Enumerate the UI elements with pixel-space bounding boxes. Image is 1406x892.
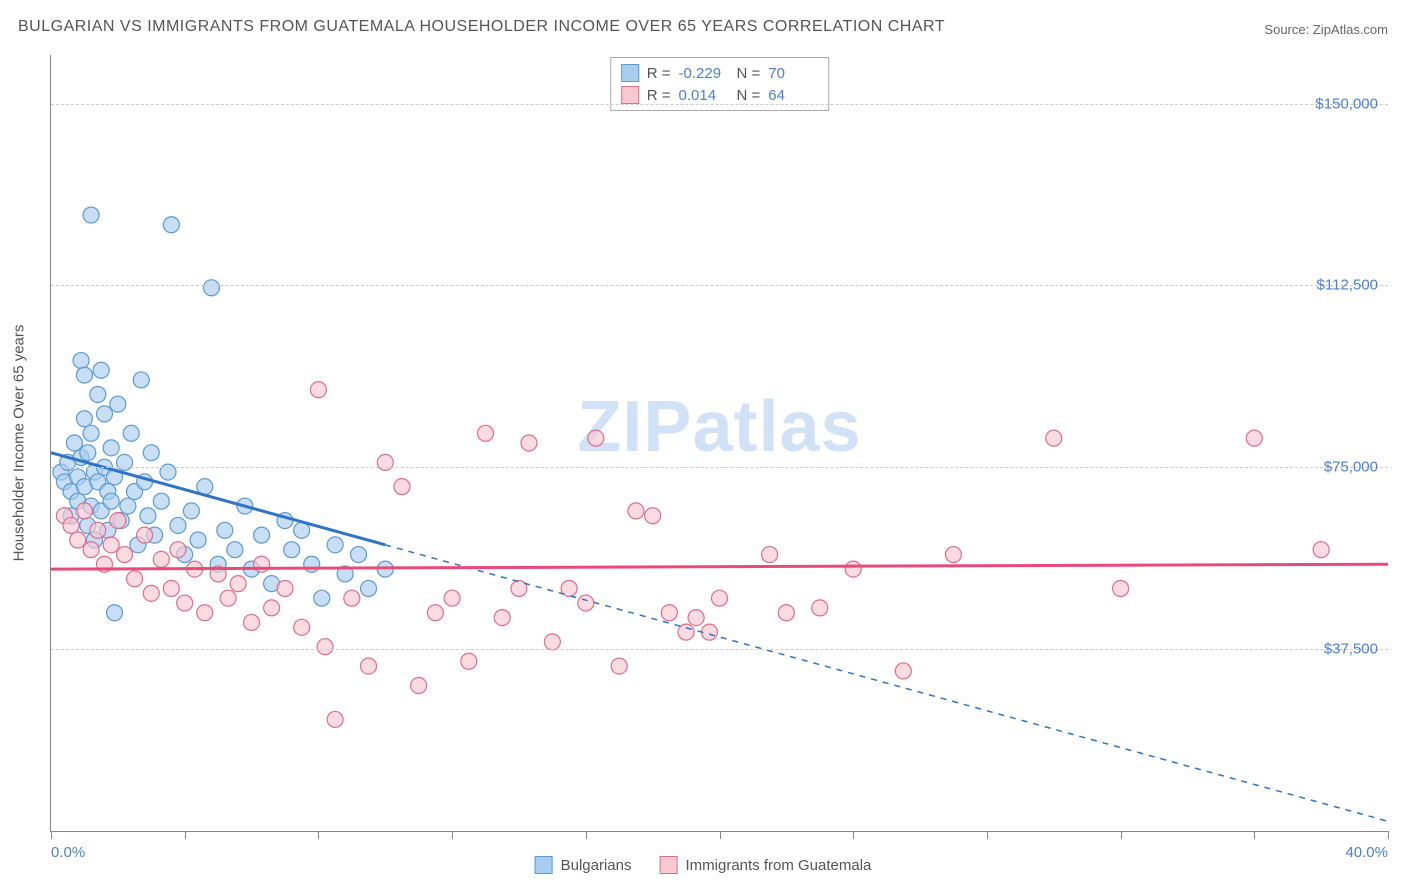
y-axis-label: Householder Income Over 65 years — [11, 325, 28, 562]
legend-label-bulgarians: Bulgarians — [561, 857, 632, 874]
x-tick — [452, 831, 453, 839]
x-tick — [1388, 831, 1389, 839]
legend-swatch-bulgarians — [535, 856, 553, 874]
y-tick-label: $37,500 — [1324, 641, 1378, 658]
x-tick — [51, 831, 52, 839]
bottom-legend: Bulgarians Immigrants from Guatemala — [535, 856, 872, 874]
x-axis-max-label: 40.0% — [1345, 844, 1388, 861]
x-tick — [185, 831, 186, 839]
legend-label-guatemala: Immigrants from Guatemala — [686, 857, 872, 874]
y-tick-label: $150,000 — [1315, 95, 1378, 112]
legend-item-bulgarians: Bulgarians — [535, 856, 632, 874]
x-axis-min-label: 0.0% — [51, 844, 85, 861]
y-tick-label: $75,000 — [1324, 459, 1378, 476]
x-tick — [318, 831, 319, 839]
source-label: Source: — [1264, 22, 1309, 37]
x-tick — [1254, 831, 1255, 839]
legend-swatch-guatemala — [660, 856, 678, 874]
x-tick — [720, 831, 721, 839]
legend-item-guatemala: Immigrants from Guatemala — [660, 856, 872, 874]
chart-plot-area: Householder Income Over 65 years ZIPatla… — [50, 55, 1388, 832]
x-tick — [987, 831, 988, 839]
chart-title: BULGARIAN VS IMMIGRANTS FROM GUATEMALA H… — [18, 18, 945, 36]
x-tick — [853, 831, 854, 839]
x-tick — [586, 831, 587, 839]
y-tick-label: $112,500 — [1317, 277, 1378, 294]
source-value: ZipAtlas.com — [1313, 22, 1388, 37]
scatter-svg — [51, 55, 1388, 831]
x-tick — [1121, 831, 1122, 839]
source-attribution: Source: ZipAtlas.com — [1264, 22, 1388, 37]
